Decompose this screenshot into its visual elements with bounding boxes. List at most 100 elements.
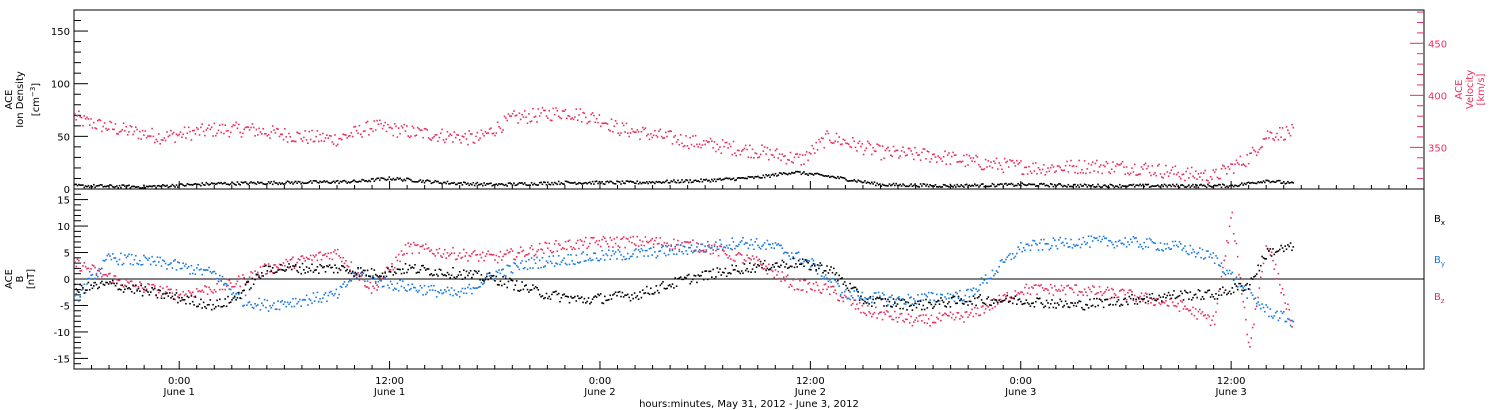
by-series-point [763, 242, 766, 244]
velocity-series-point [1268, 137, 1270, 139]
bx-series-point [1266, 247, 1269, 250]
velocity-series-point [1216, 176, 1219, 179]
bx-series-point [248, 288, 251, 291]
by-series-point [446, 286, 449, 289]
bz-series-point [1078, 290, 1080, 293]
velocity-series-point [278, 135, 281, 138]
bx-series-point [1150, 297, 1152, 299]
by-series-point [648, 247, 651, 250]
velocity-series-point [224, 124, 226, 126]
by-series-point [235, 293, 237, 295]
bz-series-point [964, 311, 967, 313]
bx-series-point [419, 269, 422, 271]
by-series-point [376, 284, 378, 286]
bx-series-point [1127, 303, 1129, 306]
by-series-point [190, 264, 193, 267]
density-series-point [425, 180, 427, 182]
velocity-series-point [582, 111, 584, 114]
bz-series-point [499, 250, 502, 253]
by-series-point [795, 252, 797, 255]
density-series-point [578, 182, 580, 184]
velocity-series-point [774, 149, 777, 152]
density-series-point [871, 181, 873, 184]
velocity-series-point [1120, 162, 1122, 165]
by-series-point [560, 261, 563, 263]
velocity-series-point [1074, 171, 1076, 174]
bz-series-point [768, 263, 770, 266]
bx-series-point [1114, 303, 1117, 306]
by-series-point [871, 301, 873, 304]
bz-series-point [402, 254, 404, 256]
by-series-point [1251, 294, 1254, 296]
density-series-point [251, 182, 254, 184]
velocity-series-point [721, 139, 724, 141]
density-series-point [917, 185, 919, 188]
density-series-point [816, 172, 819, 175]
bx-series-point [415, 272, 418, 274]
by-series-point [1133, 237, 1136, 240]
bz-series-point [492, 253, 495, 256]
density-series-point [923, 183, 926, 186]
bx-series-point [881, 298, 884, 300]
bz-series-point [257, 271, 259, 274]
density-series-point [999, 183, 1002, 185]
velocity-series-point [440, 132, 442, 135]
by-series-point [270, 307, 273, 309]
bz-series-point [590, 236, 592, 239]
by-series-point [372, 275, 374, 277]
by-series-point [1131, 241, 1133, 243]
legend-base: B [1434, 292, 1441, 303]
bx-series-point [266, 270, 269, 272]
density-series-point [228, 184, 231, 186]
velocity-series-point [1288, 132, 1290, 135]
velocity-series-point [1060, 169, 1063, 171]
by-series-point [1119, 239, 1121, 242]
by-series-point [1265, 304, 1267, 306]
by-series-point [778, 244, 781, 247]
bz-series-point [1083, 288, 1086, 291]
bx-series-point [387, 267, 389, 270]
bz-series-point [728, 255, 731, 257]
velocity-series-point [1213, 171, 1216, 173]
bx-series-point [663, 287, 666, 290]
bx-series-point [1051, 299, 1053, 301]
by-series-point [252, 307, 255, 309]
bz-series-point [955, 316, 957, 319]
by-series-point [318, 300, 320, 303]
velocity-series-point [910, 150, 912, 152]
density-series-point [1192, 183, 1194, 186]
bz-series-point [1277, 272, 1280, 275]
by-series-point [683, 246, 686, 248]
density-series-point [196, 183, 198, 186]
bz-series-point [803, 279, 805, 282]
bx-series-point [1227, 292, 1229, 294]
by-series-point [511, 272, 514, 274]
by-series-point [434, 289, 437, 292]
density-series-point [1276, 180, 1278, 182]
by-series-point [959, 289, 961, 292]
velocity-series-point [421, 129, 423, 131]
bx-series-point [1129, 297, 1132, 300]
velocity-series-point [887, 146, 889, 149]
bz-series-point [651, 237, 653, 240]
density-series-point [864, 180, 866, 182]
velocity-series-point [270, 131, 273, 133]
bz-series-point [903, 321, 906, 323]
bx-series-point [145, 289, 148, 292]
density-series-point [953, 184, 956, 187]
density-series-point [1197, 186, 1200, 189]
by-series-point [458, 295, 461, 298]
density-series-point [693, 179, 695, 182]
bz-series-point [190, 293, 193, 295]
velocity-series-point [900, 150, 903, 152]
velocity-series-point [1143, 163, 1145, 166]
by-series-point [614, 251, 617, 253]
bx-series-point [1250, 277, 1253, 279]
velocity-series-point [297, 132, 300, 135]
by-series-point [360, 272, 362, 274]
bz-series-point [311, 259, 313, 261]
bz-series-point [471, 253, 473, 255]
by-series-point [159, 256, 161, 259]
bx-series-point [505, 277, 507, 280]
velocity-series-point [988, 165, 991, 167]
